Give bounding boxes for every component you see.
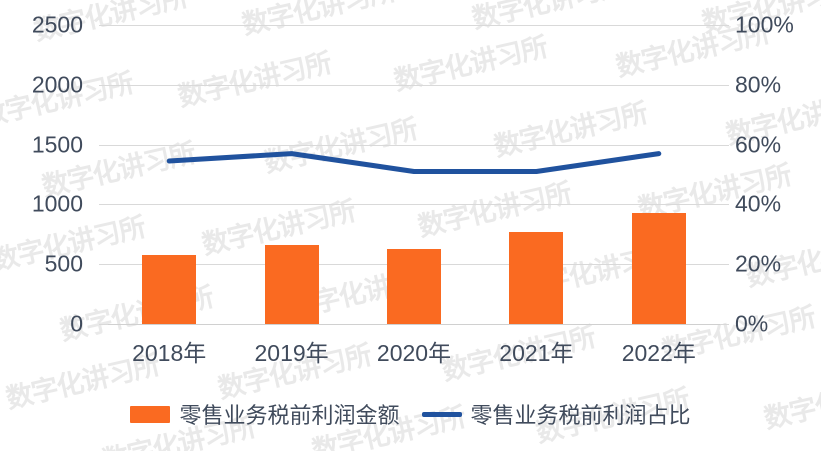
bar-2019年[interactable] [264, 245, 319, 324]
y-axis-right-tick-label: 20% [735, 250, 782, 277]
y-axis-left-tick-label: 500 [44, 250, 83, 277]
y-axis-left-tick-label: 1000 [31, 190, 83, 217]
legend-label-bar: 零售业务税前利润金额 [179, 403, 400, 428]
y-axis-right-tick-label: 0% [735, 310, 769, 337]
chart-legend: 零售业务税前利润金额 零售业务税前利润占比 [0, 398, 821, 430]
gridline [108, 84, 720, 86]
y-axis-left-tick-label: 2000 [31, 71, 83, 98]
y-axis-left-tick-mark [99, 144, 108, 146]
y-axis-left-tick-label: 2500 [31, 11, 83, 38]
x-axis-tick-label: 2019年 [254, 340, 329, 366]
y-axis-left-tick-mark [99, 84, 108, 86]
y-axis-right-tick-mark [720, 144, 729, 146]
bar-series [108, 25, 720, 324]
x-axis-tick-label: 2020年 [376, 340, 452, 366]
x-axis-tick-label: 2018年 [132, 340, 207, 366]
bar-2020年[interactable] [387, 248, 441, 324]
y-axis-right-tick-label: 40% [735, 190, 782, 217]
gridline [108, 204, 720, 206]
y-axis-left-tick-mark [99, 25, 108, 26]
y-axis-left-tick-label: 1500 [31, 131, 83, 158]
line-path[interactable] [166, 151, 662, 174]
x-axis-labels: 2018年 2019年 2020年 2021年 2022年 [108, 334, 720, 374]
legend-line-swatch-icon [421, 411, 462, 417]
bar-2018年[interactable] [142, 255, 197, 324]
y-axis-right-tick-mark [720, 324, 729, 325]
y-axis-right-tick-label: 80% [735, 71, 782, 98]
y-axis-right-tick-label: 100% [735, 11, 794, 38]
line-series [166, 151, 662, 174]
y-axis-left-tick-label: 0 [70, 310, 83, 337]
legend-bar-swatch-icon [130, 405, 171, 423]
gridline [108, 144, 720, 146]
y-axis-right-tick-mark [720, 204, 729, 206]
legend-item-bar[interactable]: 零售业务税前利润金额 [130, 398, 400, 430]
x-axis-tick-label: 2022年 [621, 340, 696, 366]
gridline [108, 25, 720, 26]
y-axis-right-tick-mark [720, 84, 729, 86]
legend-item-line[interactable]: 零售业务税前利润占比 [421, 398, 691, 430]
y-axis-right-tick-mark [720, 25, 729, 26]
y-axis-right-tick-label: 60% [735, 131, 782, 158]
legend-label-line: 零售业务税前利润占比 [470, 403, 691, 428]
y-axis-left-tick-mark [99, 204, 108, 206]
y-axis-left-tick-mark [99, 264, 108, 266]
y-axis-right-tick-mark [720, 264, 729, 266]
x-axis-tick-label: 2021年 [499, 340, 574, 366]
bar-2021年[interactable] [509, 231, 564, 324]
bar-2022年[interactable] [631, 212, 686, 324]
y-axis-left-tick-mark [99, 324, 108, 325]
gridline [108, 324, 720, 325]
